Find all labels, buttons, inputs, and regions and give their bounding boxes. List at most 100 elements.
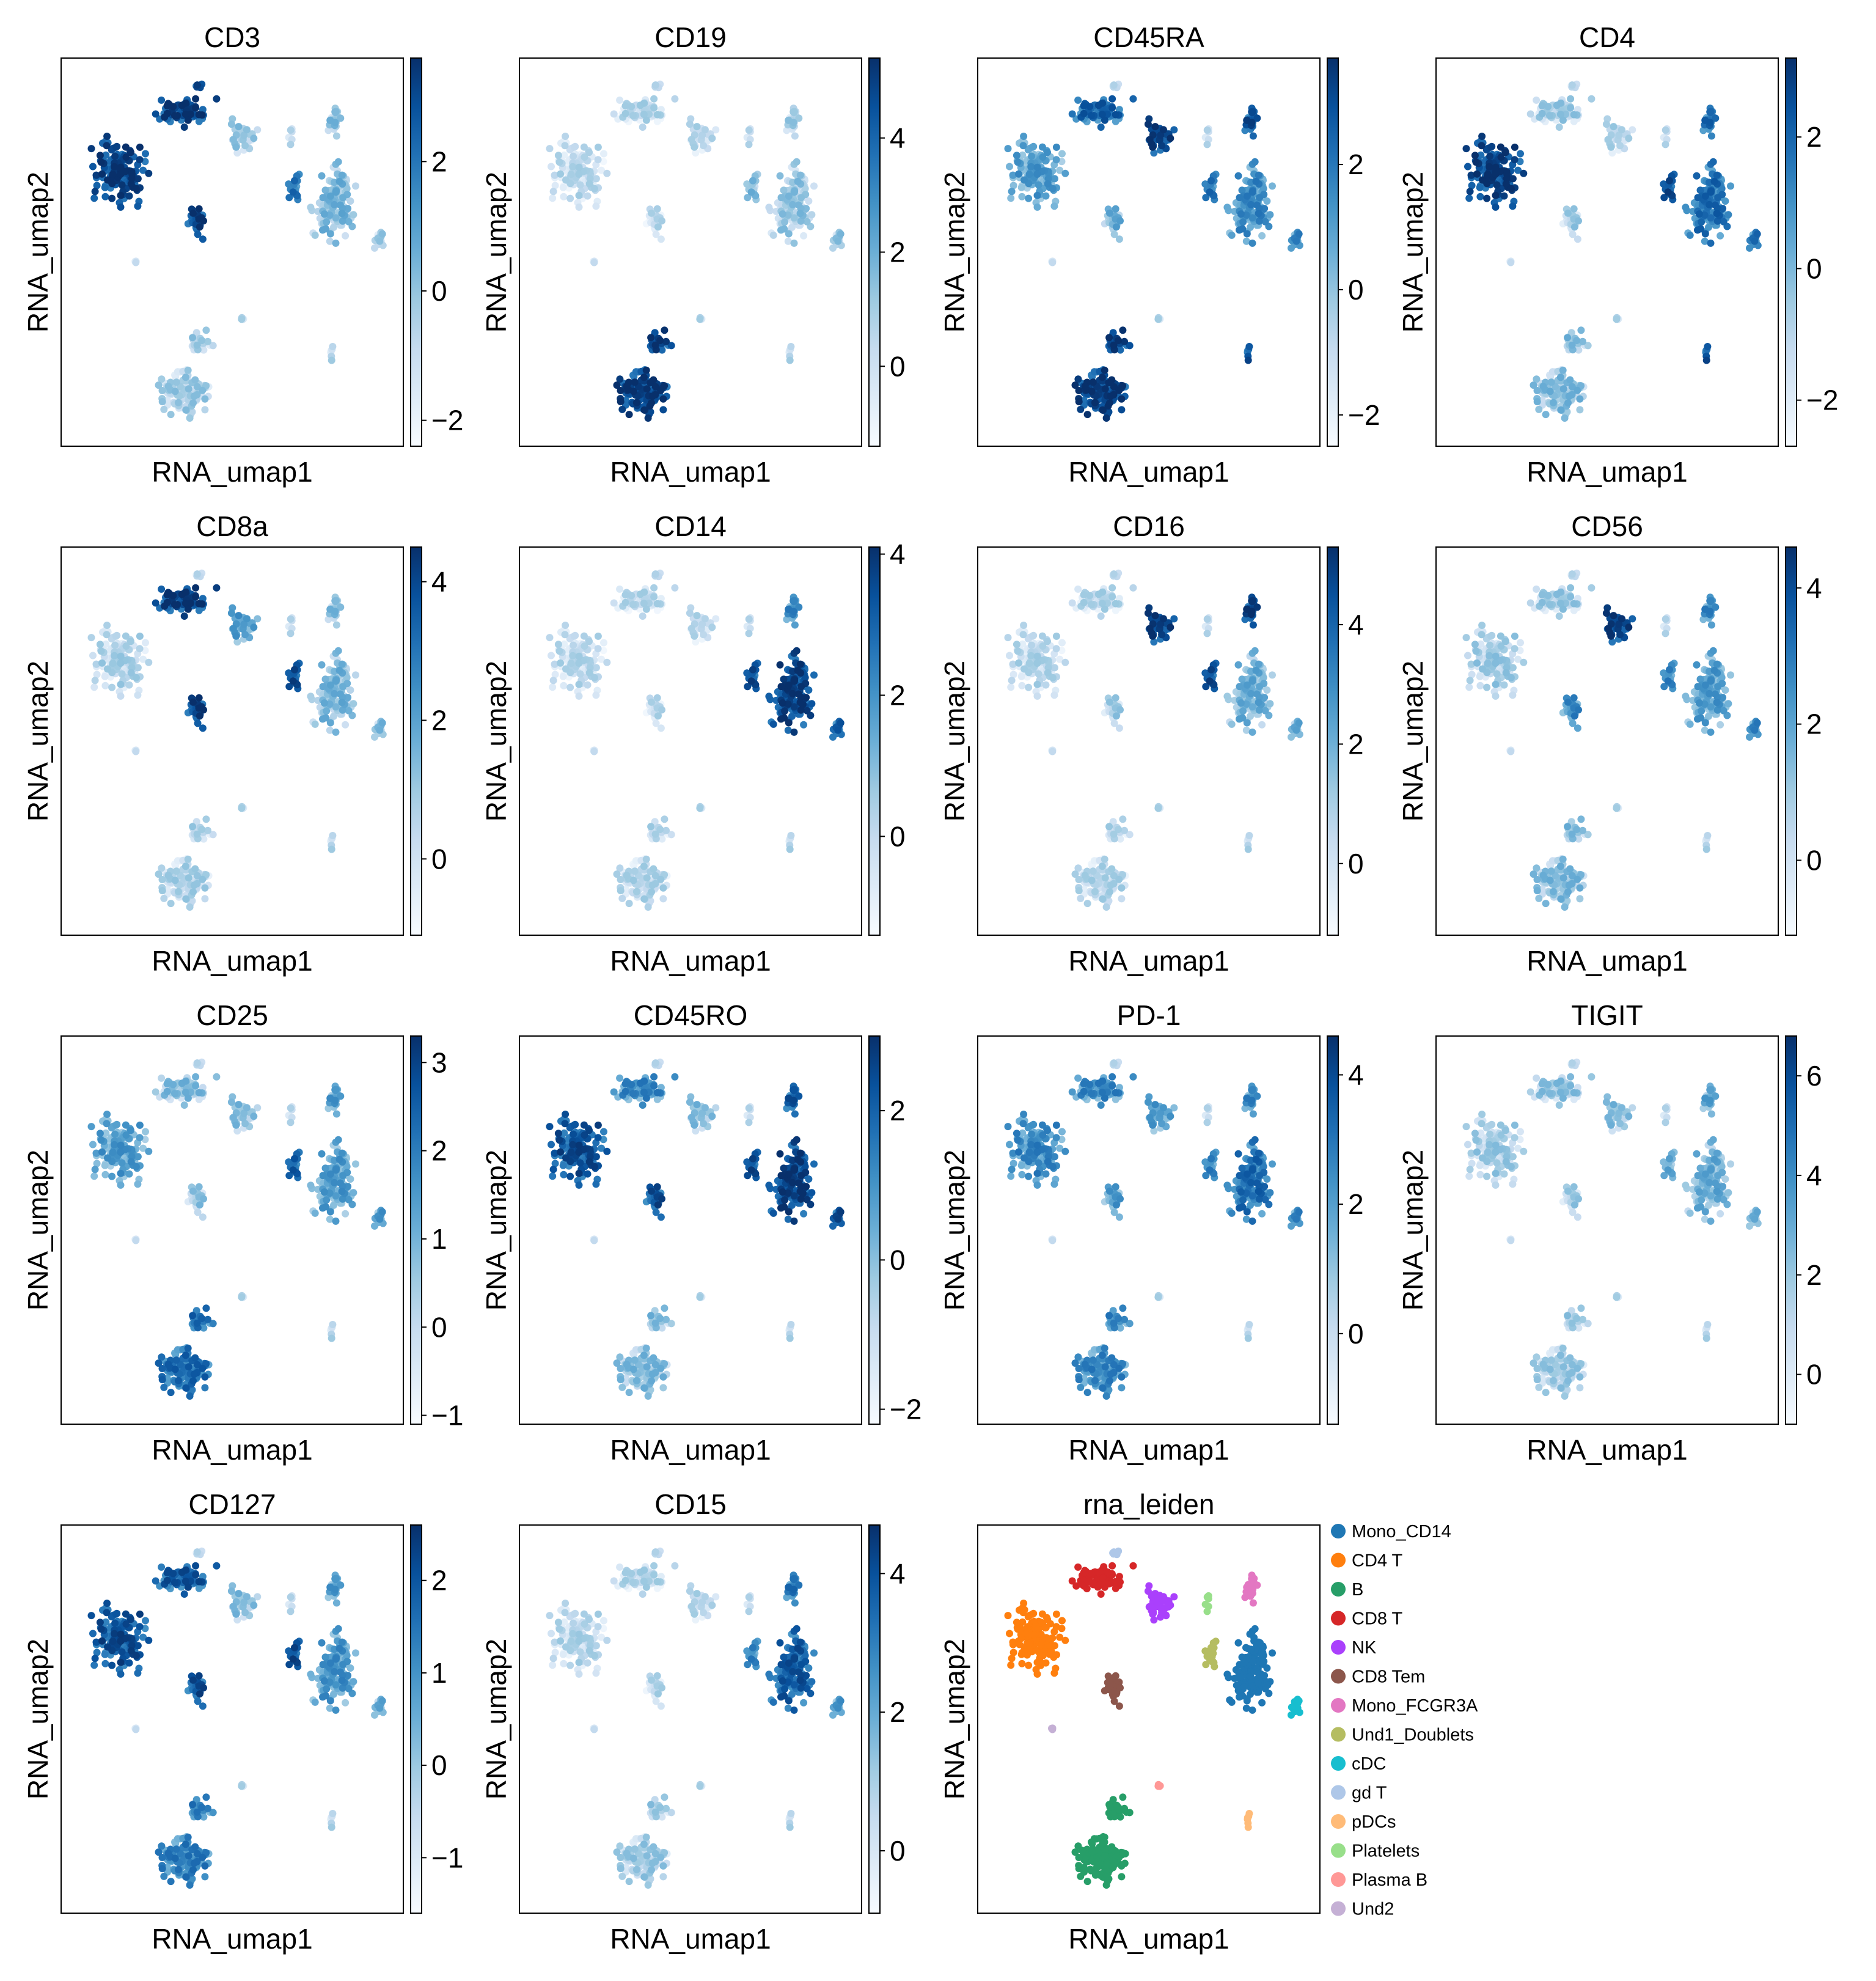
scatter-point (651, 341, 659, 349)
scatter-point (1577, 326, 1585, 334)
scatter-point (557, 659, 564, 667)
scatter-point (562, 133, 570, 140)
scatter-point (311, 231, 319, 239)
scatter-point (1500, 192, 1508, 200)
scatter-point (1618, 126, 1625, 134)
scatter-point (790, 608, 797, 616)
scatter-point (658, 217, 665, 225)
scatter-point (1247, 200, 1255, 208)
scatter-point (561, 142, 569, 150)
scatter-point (657, 875, 665, 883)
scatter-point (1533, 398, 1541, 406)
scatter-point (180, 123, 188, 131)
scatter-point (1492, 163, 1500, 171)
scatter-point (640, 373, 648, 381)
colorbar (1327, 546, 1339, 936)
scatter-point (182, 588, 190, 596)
scatter-point (1110, 830, 1118, 838)
scatter-point (659, 406, 667, 414)
scatter-point (829, 733, 837, 741)
scatter-point (776, 172, 784, 180)
scatter-point (640, 588, 648, 596)
scatter-point (1517, 150, 1524, 158)
scatter-point (701, 126, 709, 134)
scatter-point (549, 683, 557, 691)
scatter-point (1207, 666, 1215, 674)
panel-title: CD16 (1113, 510, 1185, 542)
y-axis-label: RNA_umap2 (939, 661, 970, 821)
scatter-point (98, 659, 106, 667)
scatter-point (1108, 865, 1116, 873)
scatter-point (613, 381, 621, 389)
scatter-point (1206, 188, 1214, 196)
scatter-point (132, 748, 140, 755)
scatter-point (122, 153, 130, 161)
scatter-point (1248, 598, 1256, 606)
scatter-point (647, 823, 655, 831)
scatter-point (1106, 399, 1113, 407)
scatter-point (174, 888, 182, 895)
scatter-point (793, 647, 801, 655)
scatter-point (163, 598, 171, 606)
scatter-point (1263, 686, 1271, 694)
scatter-point (1101, 116, 1108, 124)
scatter-point (1476, 183, 1484, 191)
scatter-point (1118, 395, 1126, 403)
scatter-point (571, 142, 579, 150)
scatter-point (554, 641, 562, 649)
scatter-point (1044, 669, 1052, 677)
scatter-point (1025, 194, 1033, 202)
scatter-point (132, 185, 140, 193)
scatter-point (1115, 724, 1123, 732)
scatter-point (1610, 123, 1618, 131)
scatter-point (201, 884, 209, 892)
scatter-point (1248, 188, 1256, 196)
scatter-point (1099, 588, 1107, 596)
scatter-point (1049, 259, 1057, 266)
scatter-point (781, 218, 789, 226)
scatter-point (1118, 884, 1126, 892)
scatter-point (191, 865, 199, 873)
scatter-point (650, 104, 658, 112)
scatter-point (1033, 171, 1041, 178)
scatter-point (659, 895, 667, 903)
scatter-point (1033, 652, 1041, 660)
scatter-point (1476, 193, 1484, 200)
scatter-point (195, 205, 203, 213)
x-axis-label: RNA_umap1 (152, 456, 312, 488)
scatter-point (1462, 145, 1470, 153)
scatter-point (687, 625, 695, 633)
scatter-point (1479, 176, 1486, 184)
colorbar-tick-label: 0 (1348, 848, 1364, 880)
scatter-point (567, 660, 575, 667)
scatter-point (1019, 142, 1027, 150)
scatter-point (781, 707, 789, 715)
scatter-point (174, 399, 182, 406)
scatter-point (1710, 177, 1718, 185)
scatter-point (1526, 110, 1534, 118)
scatter-point (227, 120, 235, 128)
axes-frame (60, 57, 404, 447)
scatter-point (592, 175, 600, 183)
scatter-point (1721, 197, 1729, 205)
scatter-point (1116, 217, 1124, 225)
scatter-point (837, 230, 845, 238)
scatter-point (548, 163, 555, 171)
scatter-point (336, 201, 344, 209)
scatter-point (693, 612, 701, 620)
scatter-point (345, 218, 353, 226)
scatter-point (163, 102, 171, 110)
scatter-point (642, 855, 650, 863)
colorbar-tick-label: 0 (1348, 274, 1364, 306)
scatter-point (192, 95, 200, 103)
scatter-point (1081, 383, 1089, 391)
colorbar (868, 57, 881, 447)
scatter-point (659, 395, 667, 403)
scatter-point (657, 724, 665, 732)
scatter-point (1167, 134, 1174, 142)
scatter-point (616, 585, 624, 593)
scatter-point (200, 706, 207, 714)
colorbar (1327, 57, 1339, 447)
scatter-point (1020, 133, 1028, 140)
